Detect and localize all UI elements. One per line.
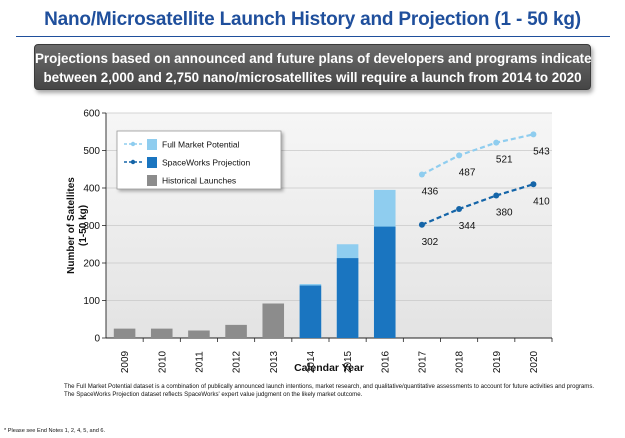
legend-swatch-point	[130, 159, 136, 165]
chart-legend: Full Market Potential SpaceWorks Projecti…	[116, 130, 282, 190]
y-axis-title: Number of Satellites(1-50 kg)	[66, 177, 89, 274]
spaceworks-data-label: 380	[496, 208, 513, 219]
footnote-line-2: The SpaceWorks Projection dataset reflec…	[64, 391, 363, 398]
x-tick-label: 2014	[306, 350, 317, 373]
spaceworks-bar	[336, 258, 359, 338]
full-market-point	[493, 139, 500, 146]
full-market-point	[530, 131, 537, 138]
full-market-data-label: 521	[496, 155, 513, 166]
x-tick-label: 2013	[269, 350, 280, 373]
x-tick-label: 2015	[343, 350, 354, 373]
y-tick-label: 0	[94, 334, 100, 345]
title-divider	[16, 36, 610, 37]
x-tick-label: 2016	[380, 350, 391, 373]
x-tick-label: 2012	[232, 350, 243, 373]
spaceworks-data-label: 344	[459, 221, 476, 232]
legend-swatch-bar	[147, 139, 157, 150]
chart-footnote: The Full Market Potential dataset is a c…	[64, 383, 612, 399]
spaceworks-line	[421, 183, 534, 226]
spaceworks-point	[418, 221, 425, 228]
legend-label: Historical Launches	[162, 176, 236, 186]
spaceworks-data-label: 410	[533, 196, 550, 207]
x-tick-label: 2010	[157, 350, 168, 373]
y-tick-label: 400	[83, 184, 100, 195]
spaceworks-point	[493, 192, 500, 199]
y-axis-title-line-2: (1-50 kg)	[78, 205, 89, 246]
banner-line-2: between 2,000 and 2,750 nano/microsatell…	[43, 70, 582, 85]
spaceworks-point	[456, 206, 463, 212]
spaceworks-bar	[299, 285, 322, 338]
slide-title: Nano/Microsatellite Launch History and P…	[44, 9, 581, 30]
y-tick-label: 600	[83, 109, 100, 120]
spaceworks-data-label: 302	[422, 237, 439, 248]
summary-banner: Projections based on announced and futur…	[34, 44, 592, 90]
x-tick-label: 2019	[492, 350, 503, 373]
historical-bar	[225, 324, 247, 338]
y-tick-label: 500	[83, 146, 100, 157]
spaceworks-bar	[373, 226, 396, 338]
x-tick-label: 2017	[417, 350, 428, 373]
legend-swatch-bar	[147, 157, 157, 168]
banner-line-1: Projections based on announced and futur…	[35, 51, 592, 66]
footnote-line-1: The Full Market Potential dataset is a c…	[64, 383, 595, 390]
spaceworks-point	[530, 181, 537, 188]
full-market-data-label: 487	[459, 167, 476, 178]
historical-bar	[113, 328, 136, 338]
historical-bar	[262, 303, 285, 338]
historical-bar	[188, 330, 210, 338]
x-axis-title: Calendar Year	[294, 362, 364, 374]
y-tick-label: 300	[83, 221, 100, 232]
legend-label: Full Market Potential	[162, 140, 240, 150]
full-market-point	[418, 171, 425, 178]
x-tick-label: 2009	[120, 350, 131, 373]
y-axis-title-line-1: Number of Satellites	[66, 177, 77, 274]
historical-bar	[150, 328, 173, 338]
endnote: * Please see End Notes 1, 2, 4, 5, and 6…	[4, 428, 106, 434]
legend-label: SpaceWorks Projection	[162, 158, 250, 168]
legend-box	[116, 130, 282, 190]
x-tick-label: 2011	[194, 351, 205, 373]
full-market-line	[421, 133, 534, 176]
full-market-data-label: 436	[422, 187, 439, 198]
x-tick-label: 2020	[529, 350, 540, 373]
y-tick-label: 100	[83, 296, 100, 307]
y-tick-label: 200	[83, 259, 100, 270]
legend-swatch-point	[130, 141, 136, 147]
full-market-point	[456, 152, 463, 159]
full-market-data-label: 543	[533, 146, 550, 157]
x-tick-label: 2018	[455, 350, 466, 373]
legend-swatch-bar	[147, 175, 157, 186]
